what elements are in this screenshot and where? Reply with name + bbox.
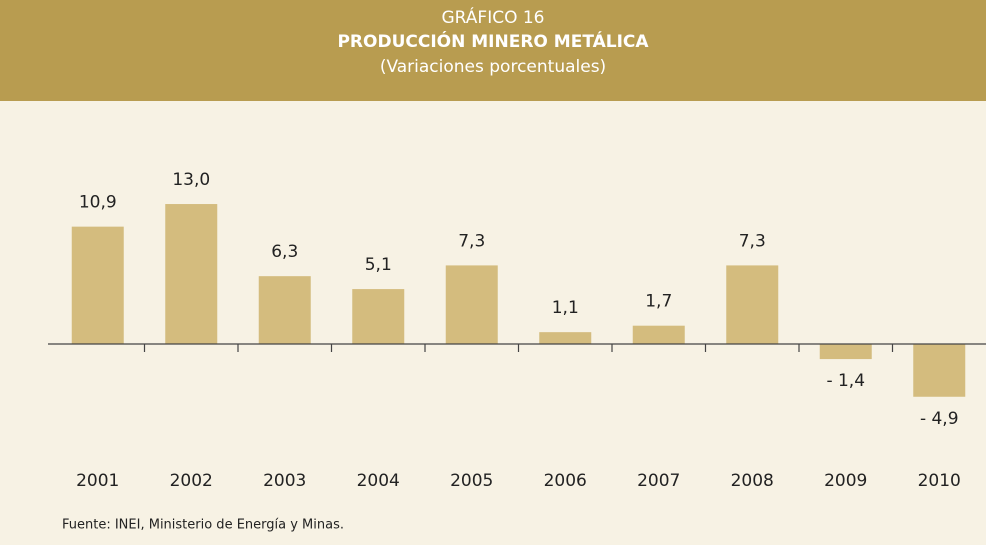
x-tick-label: 2003 <box>263 471 306 491</box>
unit-note: (Variaciones porcentuales) <box>380 57 606 77</box>
header-band <box>0 0 986 101</box>
bar <box>71 226 124 344</box>
value-label: 7,3 <box>458 231 485 251</box>
source-note: Fuente: INEI, Ministerio de Energía y Mi… <box>62 518 344 533</box>
x-tick-label: 2004 <box>357 471 400 491</box>
x-tick-label: 2007 <box>637 471 680 491</box>
bar <box>445 265 498 344</box>
value-label: 10,9 <box>79 193 117 213</box>
x-tick-label: 2008 <box>731 471 774 491</box>
bar <box>726 265 779 344</box>
bar <box>258 276 311 344</box>
x-tick-label: 2002 <box>170 471 213 491</box>
bar <box>352 289 405 344</box>
bar <box>913 344 966 397</box>
value-label: 5,1 <box>365 255 392 275</box>
value-label: 1,7 <box>645 292 672 312</box>
x-tick-label: 2001 <box>76 471 119 491</box>
bar <box>819 344 872 360</box>
value-label: 7,3 <box>739 231 766 251</box>
value-label: 6,3 <box>271 242 298 262</box>
bar <box>539 332 592 344</box>
x-tick-label: 2009 <box>824 471 867 491</box>
value-label: - 1,4 <box>826 371 865 391</box>
bar <box>165 204 218 344</box>
value-label: - 4,9 <box>920 409 959 429</box>
chart-title: GRÁFICO 16 <box>441 6 544 28</box>
x-tick-label: 2006 <box>544 471 587 491</box>
chart-subtitle: PRODUCCIÓN MINERO METÁLICA <box>337 30 649 52</box>
x-tick-label: 2005 <box>450 471 493 491</box>
bar <box>632 325 685 344</box>
x-tick-label: 2010 <box>918 471 961 491</box>
value-label: 1,1 <box>552 298 579 318</box>
value-label: 13,0 <box>172 170 210 190</box>
